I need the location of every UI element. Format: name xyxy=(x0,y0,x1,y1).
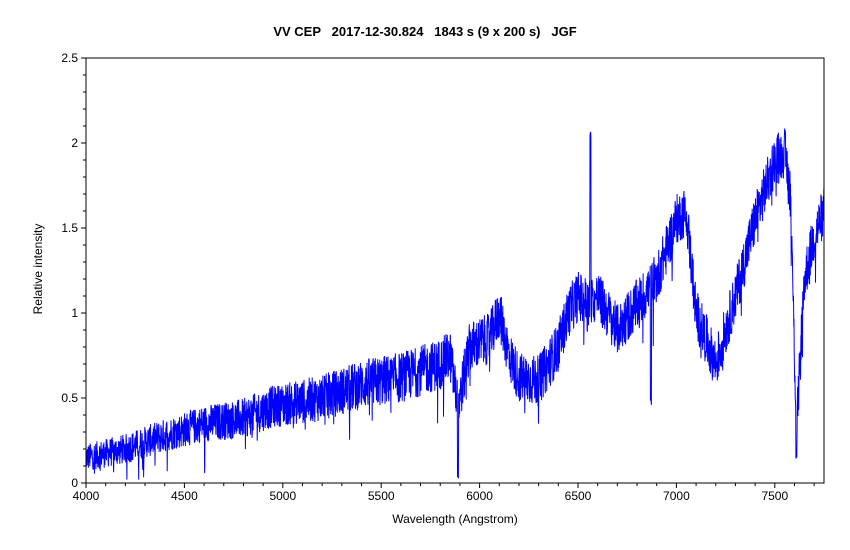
x-tick-label: 4500 xyxy=(171,489,198,503)
x-tick-label: 6000 xyxy=(466,489,493,503)
y-tick-label: 2 xyxy=(71,136,78,150)
y-axis-ticks: 0 0.5 1 1.5 2 2.5 xyxy=(61,51,86,490)
y-tick-label: 1 xyxy=(71,306,78,320)
y-tick-label: 0.5 xyxy=(61,391,78,405)
y-tick-label: 0 xyxy=(71,476,78,490)
x-axis-label: Wavelength (Angstrom) xyxy=(392,512,518,526)
spectrum-line xyxy=(85,128,825,480)
x-tick-label: 7500 xyxy=(761,489,788,503)
x-tick-label: 5500 xyxy=(368,489,395,503)
x-tick-label: 7000 xyxy=(663,489,690,503)
plot-frame xyxy=(85,57,825,484)
y-tick-label: 2.5 xyxy=(61,51,78,65)
spectrum-polyline xyxy=(85,128,825,480)
chart-title: VV CEP 2017-12-30.824 1843 s (9 x 200 s)… xyxy=(273,24,577,39)
y-tick-label: 1.5 xyxy=(61,221,78,235)
x-tick-label: 4000 xyxy=(73,489,100,503)
x-axis-ticks: 4000 4500 5000 5500 6000 6500 7000 7500 xyxy=(73,483,815,503)
x-tick-label: 6500 xyxy=(565,489,592,503)
x-tick-label: 5000 xyxy=(269,489,296,503)
